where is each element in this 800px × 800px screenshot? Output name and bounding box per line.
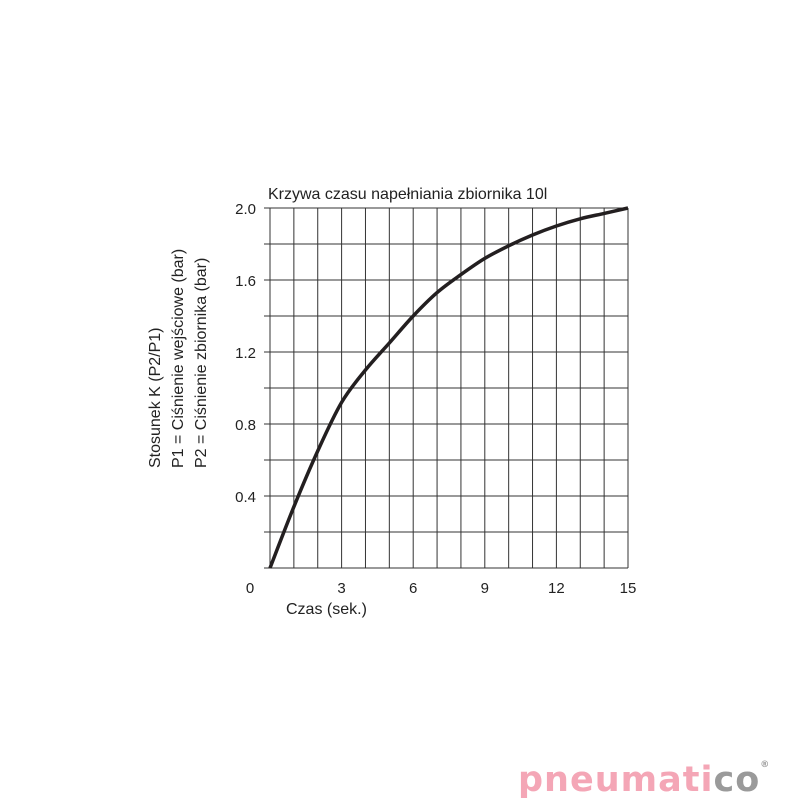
registered-mark: ® xyxy=(760,760,771,770)
x-tick-label: 9 xyxy=(481,580,489,597)
y-axis-label-3: P2 = Ciśnienie zbiornika (bar) xyxy=(193,258,210,468)
y-tick-label: 2.0 xyxy=(235,201,256,218)
x-axis-label: Czas (sek.) xyxy=(286,601,367,618)
tick-labels: 3 6 9 12 15 0.4 0.8 1.2 1.6 2.0 xyxy=(235,201,636,597)
y-tick-label: 0.8 xyxy=(235,417,256,434)
x-tick-label: 6 xyxy=(409,580,417,597)
logo-main-text: pneumati xyxy=(518,760,714,800)
grid xyxy=(264,207,629,569)
y-axis-label-2: P1 = Ciśnienie wejściowe (bar) xyxy=(170,249,187,468)
y-axis-label-1: Stosunek K (P2/P1) xyxy=(147,327,164,468)
chart-title: Krzywa czasu napełniania zbiornika 10l xyxy=(268,186,547,203)
origin-label: 0 xyxy=(246,580,254,597)
pneumatico-logo: pneumatico® xyxy=(518,760,770,800)
logo-accent-text: co xyxy=(713,760,761,800)
x-tick-label: 3 xyxy=(337,580,345,597)
y-tick-label: 0.4 xyxy=(235,489,256,506)
y-tick-label: 1.2 xyxy=(235,345,256,362)
y-tick-label: 1.6 xyxy=(235,273,256,290)
x-tick-label: 12 xyxy=(548,580,565,597)
series-line xyxy=(268,206,629,569)
x-tick-label: 15 xyxy=(620,580,637,597)
